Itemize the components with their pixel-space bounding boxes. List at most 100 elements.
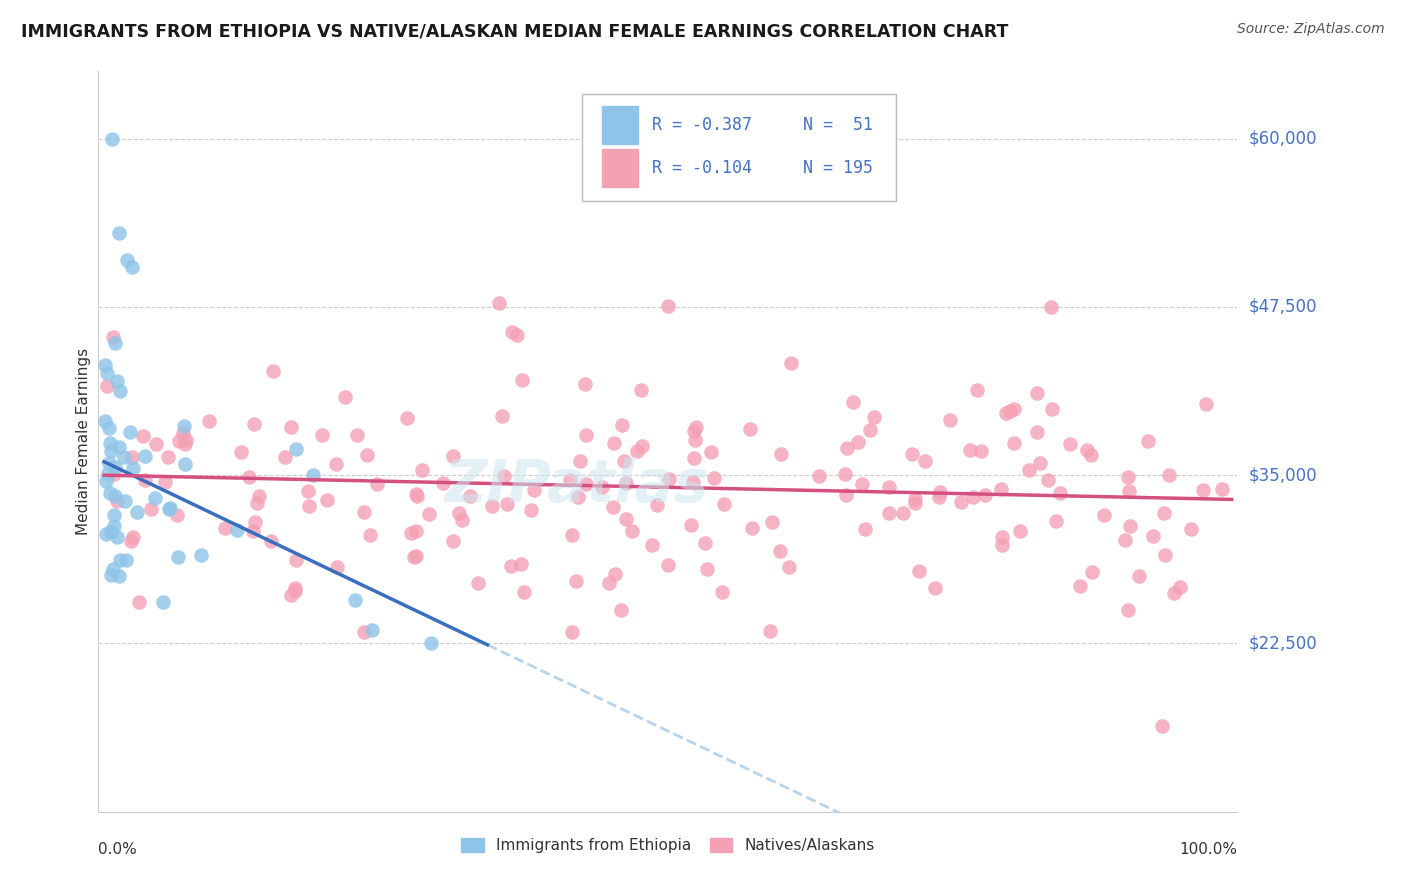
Point [834, 467, 856, 481]
Point [441, 533, 464, 548]
Point [908, 564, 931, 578]
Point [214, 521, 236, 535]
Point [229, 445, 252, 459]
Point [620, 524, 643, 538]
Point [104, 335, 127, 350]
Text: ZIPatlas: ZIPatlas [444, 458, 709, 515]
Point [346, 428, 368, 442]
Text: 100.0%: 100.0% [1180, 842, 1237, 857]
Point [103, 508, 125, 522]
Point [591, 479, 613, 493]
Point [134, 450, 156, 464]
Point [924, 581, 946, 595]
Point [166, 508, 188, 522]
Point [966, 383, 988, 397]
Point [614, 476, 637, 491]
Point [1154, 548, 1177, 562]
Point [153, 475, 176, 489]
Point [561, 625, 583, 640]
Point [122, 530, 145, 544]
Point [1069, 579, 1091, 593]
Point [851, 477, 873, 491]
Point [846, 435, 869, 450]
Point [402, 549, 425, 564]
Point [361, 624, 384, 638]
Point [145, 437, 167, 451]
Point [1116, 603, 1139, 617]
Point [159, 501, 181, 516]
Point [298, 499, 321, 513]
Point [285, 442, 308, 456]
Point [1026, 386, 1049, 401]
Legend: Immigrants from Ethiopia, Natives/Alaskans: Immigrants from Ethiopia, Natives/Alaska… [454, 832, 882, 860]
Point [97, 456, 120, 470]
Point [100, 568, 122, 582]
Point [105, 493, 128, 508]
Point [962, 491, 984, 505]
Point [238, 470, 260, 484]
Text: N =  51: N = 51 [803, 116, 873, 134]
Point [998, 404, 1021, 418]
Point [769, 543, 792, 558]
Point [143, 491, 166, 505]
Point [835, 441, 858, 455]
Point [1076, 442, 1098, 457]
Point [128, 595, 150, 609]
Point [1136, 434, 1159, 448]
Point [98, 486, 121, 500]
Point [510, 373, 533, 387]
Point [121, 450, 143, 464]
Point [172, 425, 194, 440]
Point [575, 428, 598, 442]
Point [406, 489, 429, 503]
Point [94, 414, 117, 428]
Point [808, 469, 831, 483]
Point [1080, 448, 1102, 462]
Point [115, 252, 138, 267]
Point [405, 549, 427, 563]
Point [366, 476, 388, 491]
Point [174, 437, 197, 451]
Point [1153, 506, 1175, 520]
Point [683, 434, 706, 448]
Point [353, 505, 375, 519]
Point [243, 515, 266, 529]
Text: $22,500: $22,500 [1249, 634, 1317, 652]
Point [561, 528, 583, 542]
Point [877, 506, 900, 520]
Point [602, 500, 624, 515]
Point [769, 447, 792, 461]
Point [420, 636, 443, 650]
Point [610, 602, 633, 616]
Bar [602, 149, 638, 187]
Point [399, 525, 422, 540]
Point [103, 490, 125, 504]
Point [631, 438, 654, 452]
FancyBboxPatch shape [582, 94, 896, 201]
Point [904, 492, 927, 507]
Point [683, 450, 706, 465]
Point [842, 394, 865, 409]
Text: $60,000: $60,000 [1249, 129, 1317, 148]
Point [928, 491, 950, 505]
Point [396, 411, 419, 425]
Point [356, 448, 378, 462]
Point [432, 476, 454, 491]
Point [741, 521, 763, 535]
Point [115, 553, 138, 567]
Point [1059, 437, 1081, 451]
Point [174, 433, 197, 447]
Point [1191, 483, 1213, 498]
Point [488, 296, 510, 310]
Point [132, 429, 155, 443]
Point [458, 489, 481, 503]
Point [325, 457, 347, 471]
Point [1157, 468, 1180, 483]
Point [657, 299, 679, 313]
Point [122, 461, 145, 475]
Point [107, 226, 129, 240]
Point [280, 420, 302, 434]
Point [1049, 486, 1071, 500]
Point [612, 454, 634, 468]
Point [1092, 508, 1115, 523]
